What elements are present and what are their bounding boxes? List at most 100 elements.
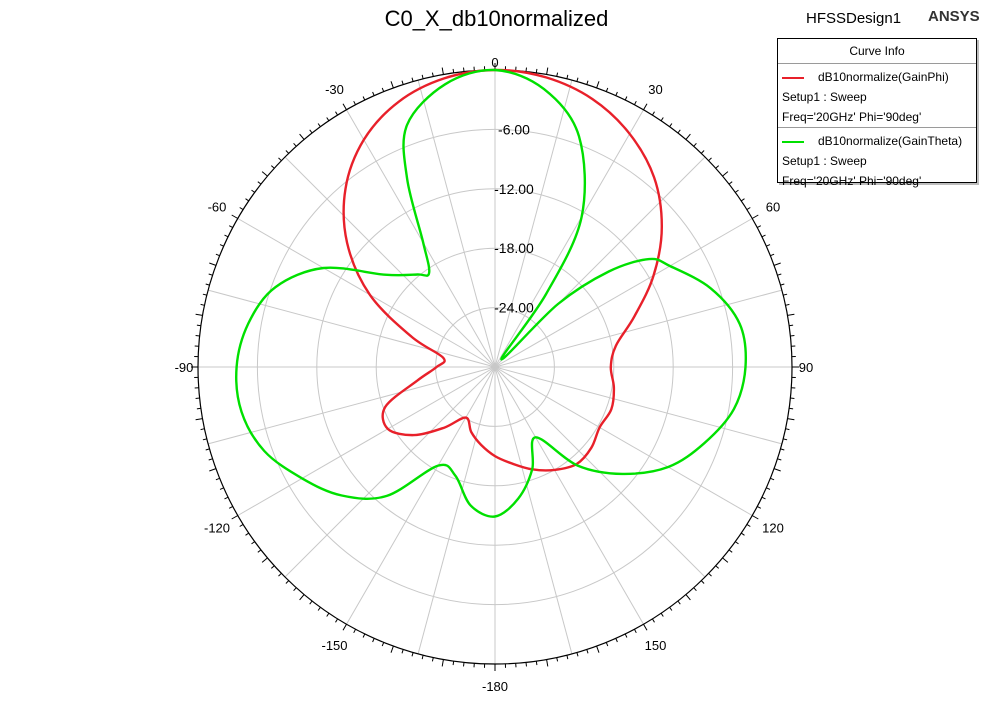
angle-tick-mark (740, 532, 745, 536)
angle-tick-mark (787, 418, 795, 421)
angle-tick-mark (309, 129, 313, 134)
angular-grid-line (237, 366, 496, 516)
angle-tick-label: 150 (645, 638, 667, 653)
angle-tick-mark (546, 67, 549, 75)
angle-tick-mark (751, 214, 759, 219)
angle-tick-mark (196, 324, 201, 327)
angular-grid-line (494, 218, 753, 368)
angular-grid-line (207, 289, 496, 368)
angle-tick-mark (285, 150, 290, 154)
angle-tick-mark (431, 72, 434, 77)
angle-tick-label: -90 (175, 360, 194, 375)
angle-tick-mark (293, 142, 297, 147)
angle-tick-mark (633, 100, 637, 106)
angle-tick-mark (777, 273, 782, 276)
angle-tick-mark (224, 234, 229, 238)
angle-tick-mark (401, 649, 404, 654)
curve-info-legend[interactable]: Curve Info dB10normalize(GainPhi) Setup1… (777, 38, 977, 188)
angle-tick-mark (421, 655, 424, 660)
angle-tick-mark (785, 303, 790, 306)
angle-tick-mark (362, 96, 366, 101)
series-layer (235, 68, 747, 518)
angle-tick-mark (215, 477, 220, 481)
angle-tick-mark (651, 618, 655, 623)
legend-swatch-gaintheta (782, 140, 804, 143)
angle-tick-mark (431, 657, 434, 662)
angle-tick-mark (770, 477, 775, 481)
angle-tick-mark (525, 662, 527, 667)
angular-grid-line (494, 366, 753, 516)
angular-grid-line (346, 109, 496, 368)
angle-tick-mark (708, 157, 712, 162)
angular-grid-line (417, 366, 496, 655)
angle-tick-mark (566, 655, 569, 660)
angle-tick-mark (326, 612, 330, 617)
angle-tick-mark (756, 505, 762, 509)
series-line-gaintheta (235, 68, 747, 518)
angle-tick-mark (200, 428, 205, 431)
legend-entry-gainphi[interactable]: dB10normalize(GainPhi) Setup1 : Sweep Fr… (778, 64, 976, 127)
angle-tick-mark (633, 628, 637, 634)
angular-grid-line (494, 289, 783, 368)
angle-tick-mark (546, 659, 549, 667)
angle-tick-mark (342, 103, 347, 111)
angle-tick-mark (789, 324, 794, 327)
angle-tick-mark (463, 662, 465, 667)
angle-tick-mark (780, 448, 785, 451)
angle-tick-mark (239, 523, 244, 527)
angle-tick-mark (586, 649, 589, 654)
legend-swatch-gainphi (782, 76, 804, 79)
angle-tick-mark (677, 600, 681, 605)
angle-tick-mark (309, 600, 313, 605)
angle-tick-mark (761, 496, 766, 500)
angular-grid-line (207, 366, 496, 445)
angle-tick-mark (596, 81, 600, 89)
angle-tick-mark (596, 645, 600, 653)
angle-tick-mark (735, 541, 739, 545)
angle-tick-mark (362, 633, 366, 638)
chart-title: C0_X_db10normalized (384, 6, 609, 31)
angle-tick-mark (202, 293, 207, 296)
angle-tick-mark (728, 549, 733, 553)
angle-tick-mark (441, 659, 444, 667)
angle-tick-mark (746, 523, 751, 527)
angular-grid-line (494, 109, 644, 368)
angle-tick-mark (566, 74, 569, 79)
angle-tick-mark (452, 661, 455, 666)
angle-tick-mark (452, 68, 455, 73)
radial-tick-label: -12.00 (494, 181, 534, 197)
angle-tick-mark (751, 515, 759, 520)
angle-tick-mark (270, 165, 275, 169)
angle-tick-mark (299, 133, 305, 140)
legend-entry-name: dB10normalize(GainPhi) (818, 70, 949, 84)
angle-tick-mark (270, 565, 275, 569)
angle-tick-mark (685, 594, 691, 601)
angle-tick-mark (335, 111, 339, 116)
angle-tick-mark (196, 407, 201, 410)
angle-tick-mark (195, 418, 203, 421)
angle-tick-mark (624, 633, 628, 638)
angle-tick-mark (790, 335, 795, 337)
angle-tick-mark (700, 150, 705, 154)
angle-tick-mark (783, 438, 788, 441)
angular-grid-line (494, 79, 573, 368)
angle-tick-mark (205, 448, 210, 451)
legend-entry-gaintheta[interactable]: dB10normalize(GainTheta) Setup1 : Sweep … (778, 127, 976, 191)
legend-entry-setup: Setup1 : Sweep (782, 154, 867, 168)
angle-tick-mark (669, 123, 673, 127)
angle-tick-mark (293, 587, 297, 592)
angle-tick-mark (342, 623, 347, 631)
radial-tick-label: -24.00 (494, 300, 534, 316)
angle-tick-mark (390, 645, 394, 653)
angle-tick-mark (195, 313, 203, 316)
angle-tick-mark (195, 335, 200, 337)
angle-tick-mark (556, 657, 559, 662)
angular-grid-line (284, 366, 496, 578)
angle-tick-mark (624, 96, 628, 101)
angle-tick-mark (202, 438, 207, 441)
angle-tick-label: -30 (325, 82, 344, 97)
angle-tick-mark (239, 207, 244, 211)
angle-tick-mark (251, 541, 255, 545)
angle-tick-mark (586, 80, 589, 85)
